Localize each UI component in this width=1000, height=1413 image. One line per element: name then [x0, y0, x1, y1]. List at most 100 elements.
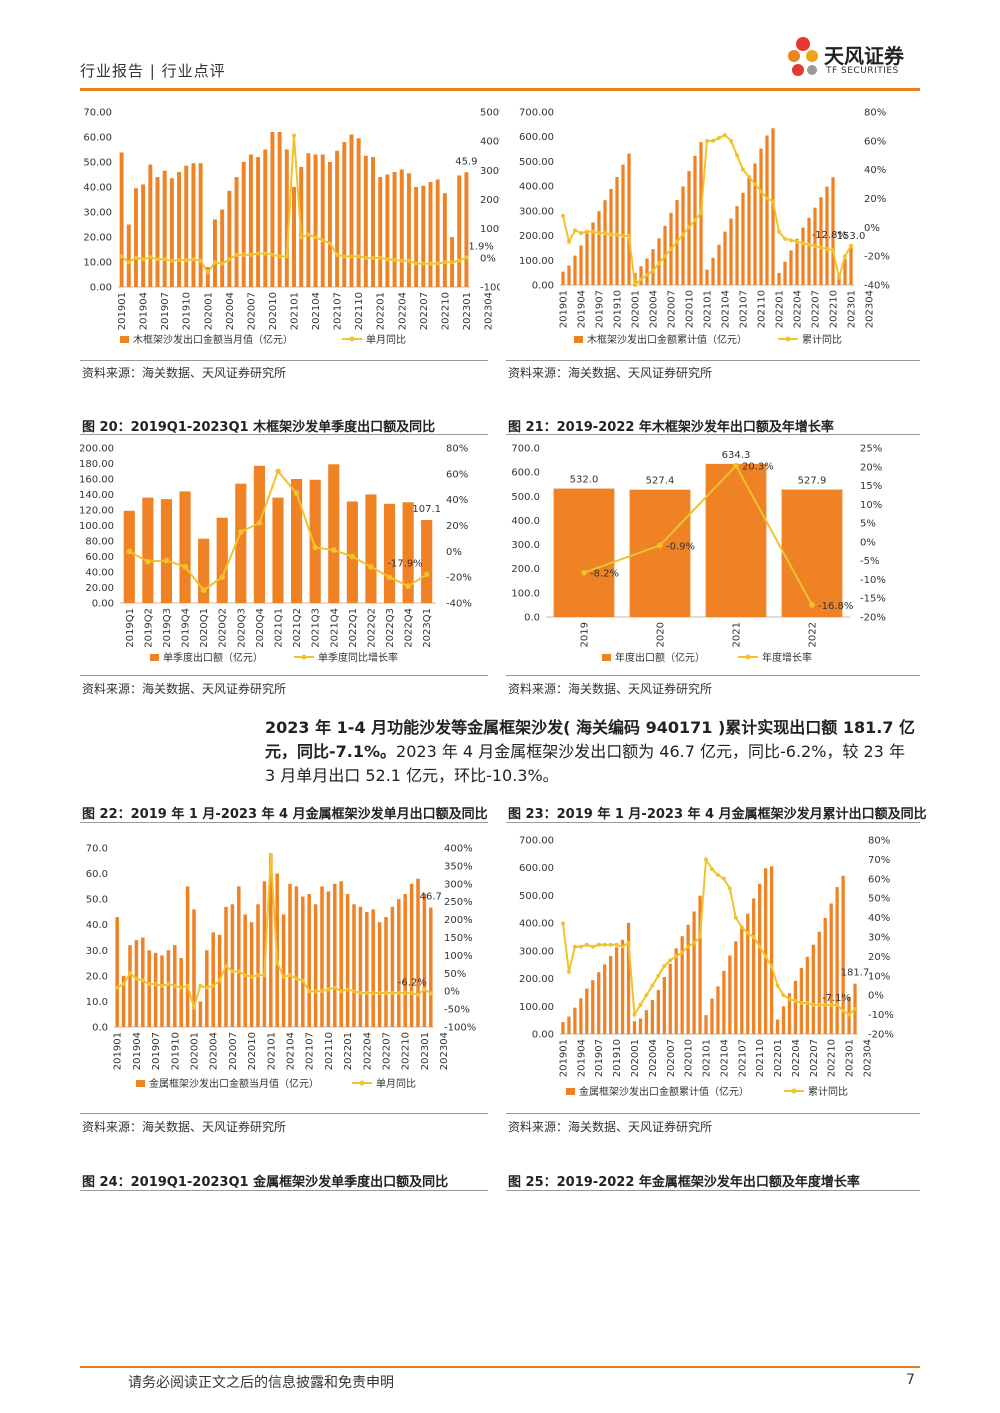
bar: [148, 164, 153, 287]
left-tick-label: 10.0: [86, 997, 108, 1008]
right-tick-label: 80%: [868, 836, 890, 847]
left-tick-label: 300.0: [511, 540, 540, 551]
x-tick-label: 201904: [139, 292, 150, 330]
left-tick-label: 60.00: [83, 133, 112, 144]
x-tick-label: 2021Q1: [274, 608, 285, 648]
line-point: [162, 257, 167, 262]
x-tick-label: 202004: [649, 290, 660, 328]
x-tick-label: 202107: [333, 292, 344, 330]
x-tick-label: 2020: [656, 622, 667, 647]
x-tick-label: 2019Q3: [162, 608, 173, 648]
line-point: [416, 992, 420, 997]
line-point: [364, 990, 369, 995]
bar: [843, 258, 847, 285]
bar: [781, 489, 843, 617]
source-note: 资料来源：海关数据、天风证券研究所: [82, 366, 287, 380]
line-point: [450, 260, 455, 265]
line-point: [633, 283, 637, 287]
line-value-label: -16.8%: [818, 601, 853, 612]
line-point: [699, 210, 703, 215]
line-point: [236, 969, 241, 974]
line-point: [735, 153, 739, 158]
right-tick-label: 400%: [480, 137, 500, 148]
line-point: [145, 558, 151, 565]
line-point: [578, 944, 583, 949]
line-point: [841, 1008, 846, 1013]
source-rule: [80, 675, 488, 676]
line-point: [662, 964, 667, 969]
legend-line-marker: [785, 336, 791, 342]
bar: [841, 875, 845, 1034]
bar: [789, 250, 793, 285]
line-point: [799, 1000, 804, 1005]
bar: [620, 939, 625, 1034]
bar: [609, 956, 613, 1034]
bar: [301, 896, 305, 1027]
line-point: [771, 199, 775, 204]
bar: [668, 963, 672, 1034]
bar: [421, 185, 426, 287]
bar: [711, 257, 715, 285]
x-tick-label: 2020Q1: [199, 608, 210, 648]
line-point: [307, 989, 312, 994]
line-point: [817, 1002, 822, 1007]
x-tick-label: 202101: [703, 290, 714, 328]
line-point: [212, 260, 217, 265]
right-tick-label: -40%: [864, 281, 890, 292]
right-tick-label: 20%: [868, 952, 890, 963]
line-point: [148, 255, 153, 260]
line-point: [651, 268, 655, 273]
left-tick-label: 140.00: [80, 490, 114, 501]
legend-bar-label: 木框架沙发出口金额累计值（亿元）: [587, 333, 747, 346]
right-tick-label: -20%: [446, 573, 472, 584]
line-point: [733, 915, 738, 920]
left-tick-label: 0.00: [532, 281, 554, 292]
bar: [639, 266, 643, 285]
bar: [292, 187, 296, 287]
bar: [759, 148, 763, 285]
line-point: [332, 985, 337, 990]
line-point: [192, 1005, 196, 1010]
left-tick-label: 70.00: [83, 108, 112, 119]
line-point: [403, 990, 408, 995]
x-tick-label: 201910: [612, 1039, 623, 1077]
line-point: [198, 983, 203, 988]
x-tick-label: 202104: [721, 290, 732, 328]
bar: [710, 998, 714, 1034]
bar: [216, 517, 228, 603]
line-point: [614, 942, 619, 947]
legend-bar-label: 木框架沙发出口金额当月值（亿元）: [133, 333, 293, 346]
x-tick-label: 202201: [343, 1032, 354, 1070]
x-tick-label: 202301: [420, 1032, 431, 1070]
x-tick-label: 202204: [791, 1039, 802, 1077]
line-point: [733, 462, 739, 469]
figure-title-23: 图 23：2019 年 1 月-2023 年 4 月金属框架沙发月累计出口额及同…: [508, 807, 927, 822]
legend-bar-swatch: [120, 336, 129, 343]
line-point: [632, 1012, 637, 1017]
bar: [153, 952, 158, 1027]
bar: [775, 1019, 780, 1034]
line-point: [169, 258, 174, 263]
bar: [825, 186, 829, 285]
left-tick-label: 60.0: [86, 869, 108, 880]
line-point: [268, 853, 273, 858]
x-tick-label: 202207: [811, 290, 822, 328]
bar: [166, 950, 171, 1027]
line-point: [172, 983, 177, 988]
left-tick-label: 400.00: [519, 182, 554, 193]
right-tick-label: 20%: [446, 521, 468, 532]
line-point: [352, 989, 356, 994]
bar: [753, 163, 757, 285]
bar: [728, 955, 732, 1034]
x-tick-label: 202001: [203, 292, 214, 330]
line-point: [263, 251, 268, 256]
right-tick-label: -50%: [444, 1005, 470, 1016]
left-tick-label: 0.00: [532, 1030, 554, 1041]
bar: [561, 1022, 565, 1034]
line-point: [277, 254, 282, 259]
line-point: [843, 254, 847, 259]
bar: [464, 172, 469, 287]
bar: [603, 200, 607, 285]
legend-bar-label: 年度出口额（亿元）: [615, 651, 705, 664]
bar: [819, 197, 823, 285]
